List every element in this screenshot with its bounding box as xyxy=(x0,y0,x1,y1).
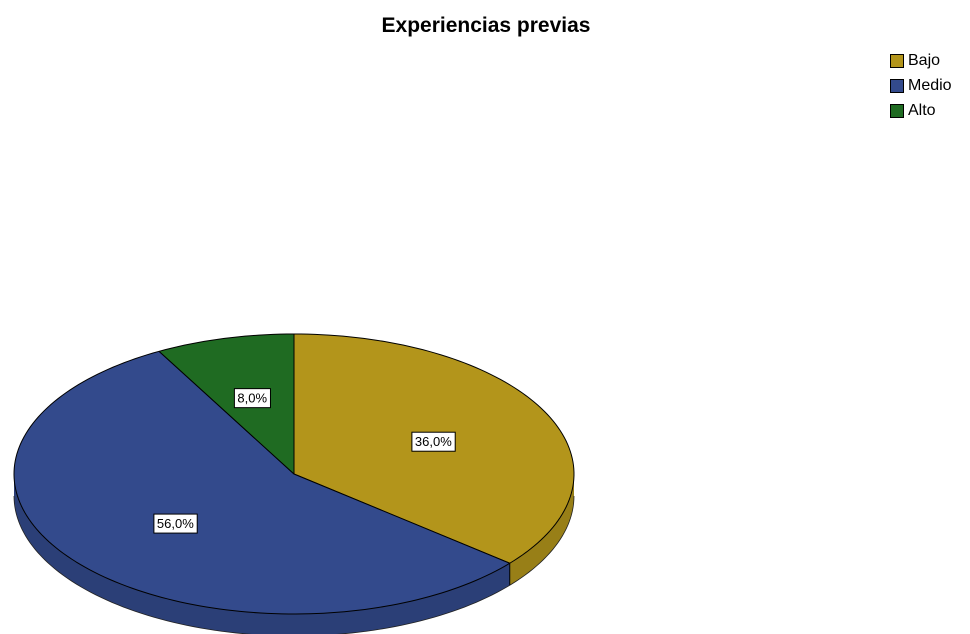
legend-swatch xyxy=(890,78,904,93)
data-label-medio: 56,0% xyxy=(153,513,198,534)
pie-slice-alto xyxy=(158,333,295,475)
data-label-text: 36,0% xyxy=(415,434,452,449)
data-label-bajo: 36,0% xyxy=(411,431,456,452)
pie-base-outline xyxy=(13,495,575,634)
data-label-text: 8,0% xyxy=(237,391,267,406)
data-label-box xyxy=(233,388,271,409)
legend: Bajo Medio Alto xyxy=(890,48,952,123)
legend-item-medio: Medio xyxy=(890,73,952,98)
pie-slice-medio xyxy=(13,350,511,615)
pie-side-bajo xyxy=(509,474,574,586)
legend-label: Alto xyxy=(908,101,936,119)
legend-swatch xyxy=(890,53,904,68)
legend-item-bajo: Bajo xyxy=(890,48,952,73)
data-label-alto: 8,0% xyxy=(233,388,271,409)
legend-label: Bajo xyxy=(908,51,941,69)
data-label-text: 56,0% xyxy=(157,516,194,531)
data-label-box xyxy=(411,431,456,452)
pie-side-medio xyxy=(14,474,510,634)
data-label-box xyxy=(153,513,198,534)
legend-item-alto: Alto xyxy=(890,98,952,123)
legend-label: Medio xyxy=(908,76,952,94)
chart-title: Experiencias previas xyxy=(381,14,591,37)
legend-swatch xyxy=(890,103,904,118)
